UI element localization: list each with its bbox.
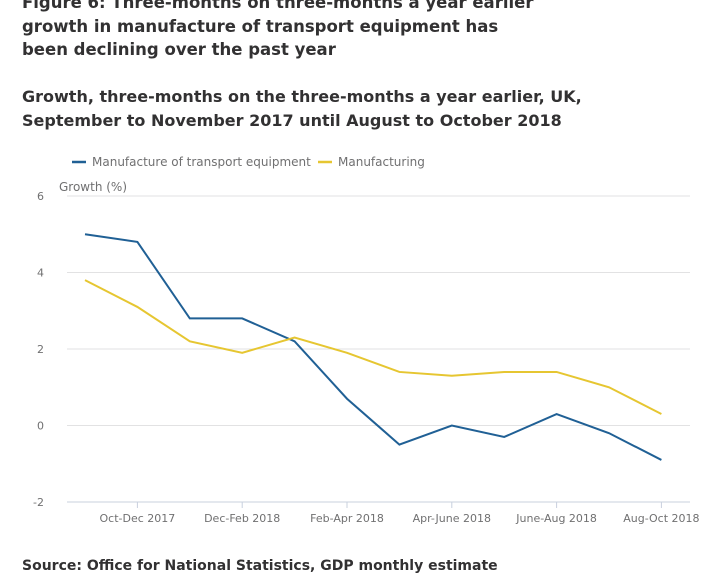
x-tick-label: Apr-June 2018 xyxy=(413,512,491,525)
line-chart: Manufacture of transport equipment Manufa… xyxy=(33,155,700,525)
series-line-0 xyxy=(84,233,662,461)
series-line-1 xyxy=(84,279,662,415)
y-axis-label: Growth (%) xyxy=(59,180,127,194)
y-tick-label: 2 xyxy=(37,343,44,356)
chart-title: Growth, three-months on the three-months… xyxy=(22,87,582,130)
y-tick-label: 4 xyxy=(37,267,44,280)
x-tick-label: Feb-Apr 2018 xyxy=(310,512,384,525)
y-tick-label: 0 xyxy=(37,420,44,433)
legend-label: Manufacture of transport equipment xyxy=(92,155,311,169)
x-tick-label: Oct-Dec 2017 xyxy=(100,512,176,525)
y-tick-label: 6 xyxy=(37,190,44,203)
legend: Manufacture of transport equipment Manufa… xyxy=(72,155,425,169)
x-tick-label: Aug-Oct 2018 xyxy=(623,512,699,525)
figure-title: Figure 6: Three-months on three-months a… xyxy=(22,0,534,59)
legend-label: Manufacturing xyxy=(338,155,425,169)
x-tick-label: Dec-Feb 2018 xyxy=(204,512,280,525)
y-tick-label: -2 xyxy=(33,496,44,509)
source-note: Source: Office for National Statistics, … xyxy=(22,558,498,574)
x-tick-label: June-Aug 2018 xyxy=(515,512,597,525)
